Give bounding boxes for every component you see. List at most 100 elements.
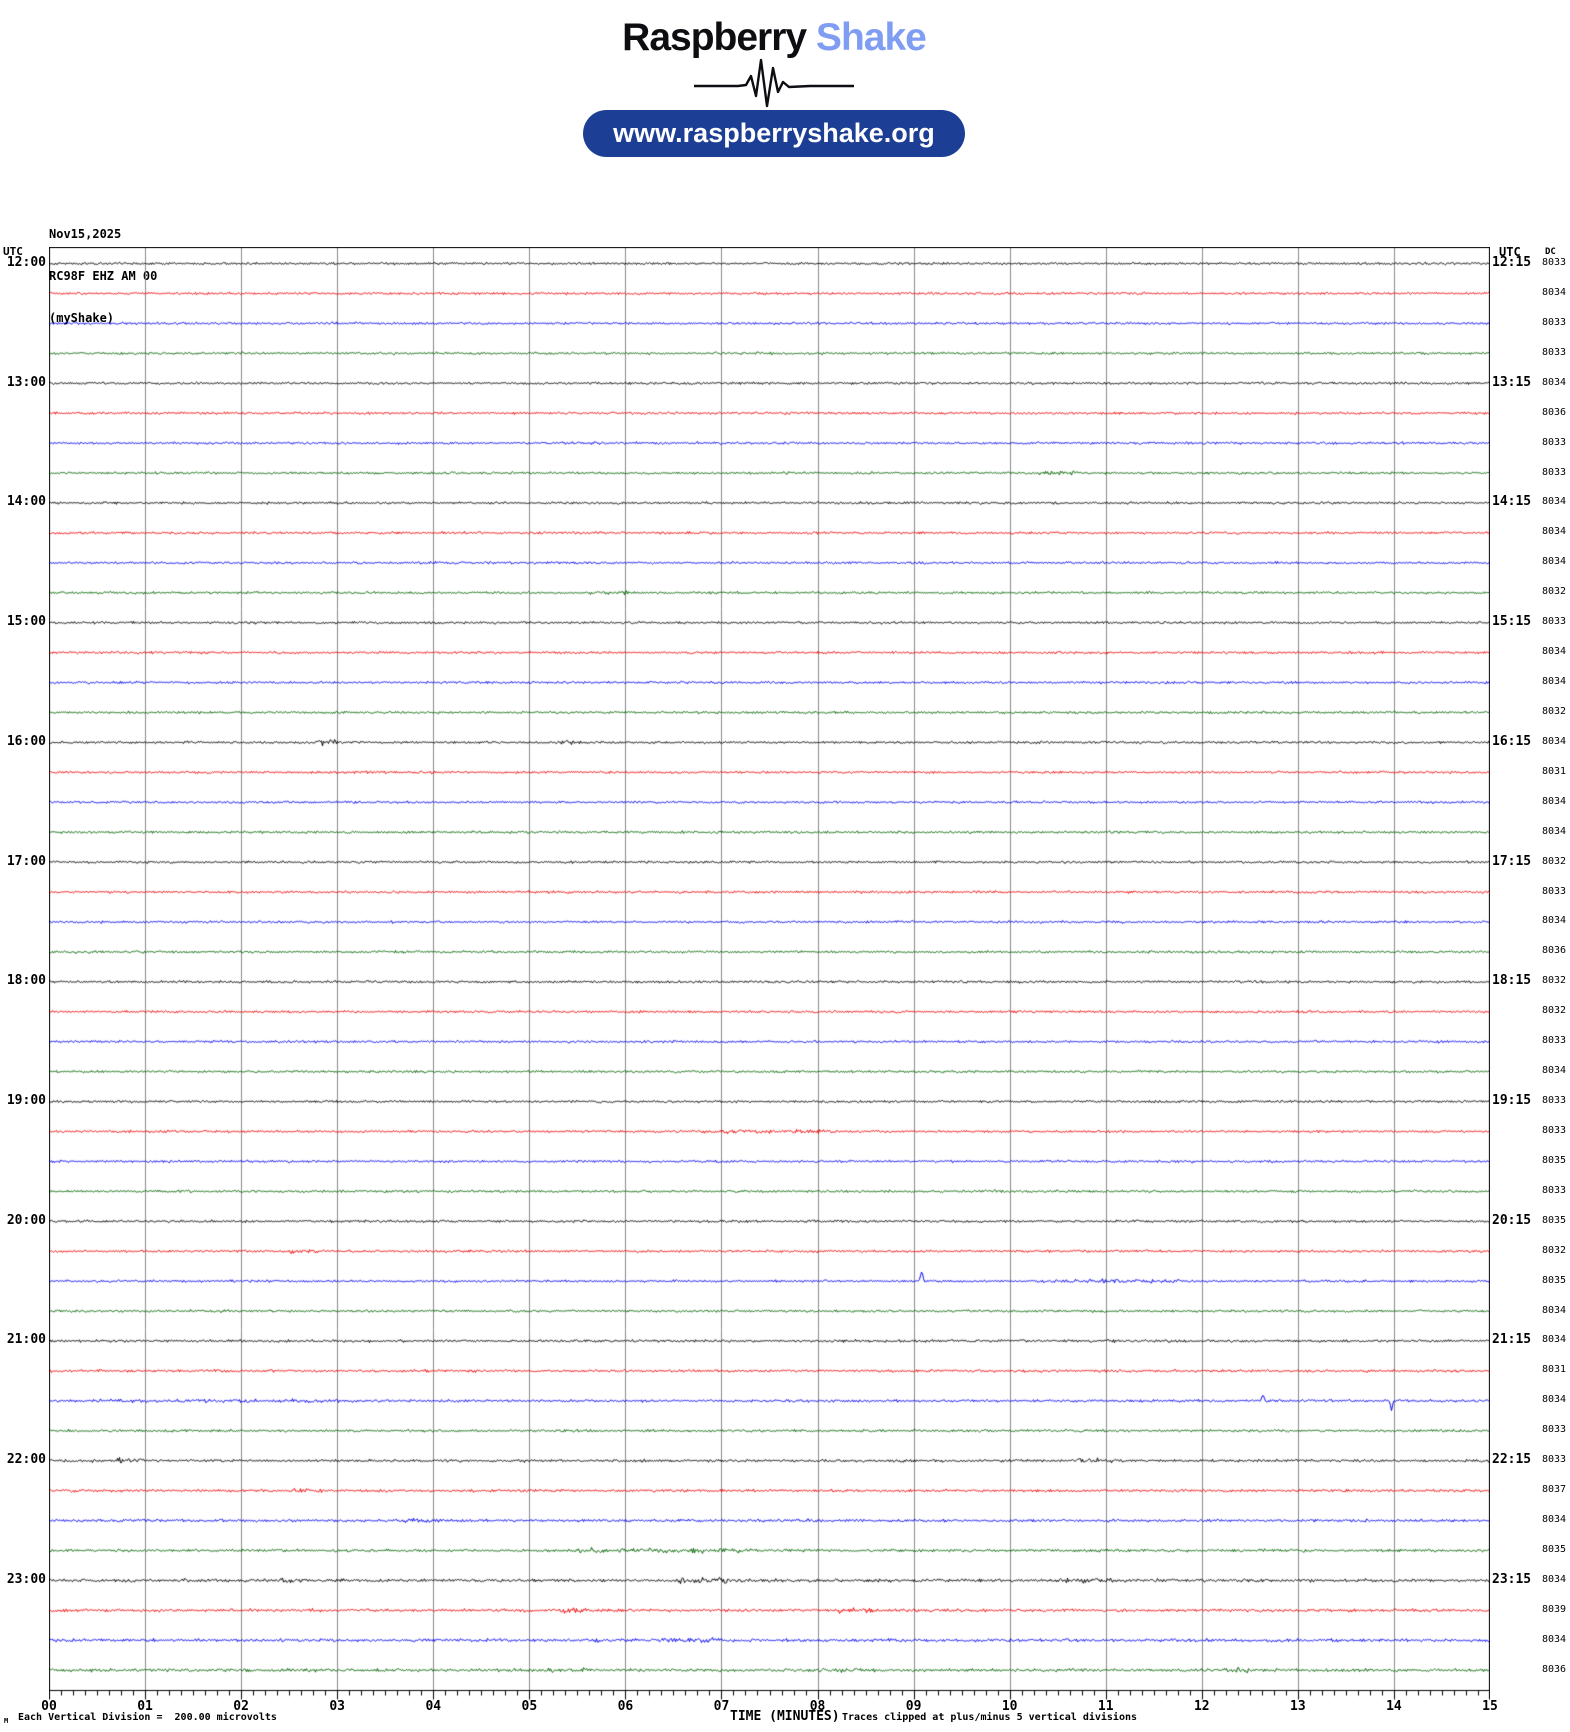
dc-value: 8034 [1542,676,1567,688]
dc-value: 8033 [1542,1424,1567,1436]
dc-value: 8034 [1542,1334,1567,1346]
dc-value: 8032 [1542,1244,1567,1256]
dc-value: 8033 [1542,1095,1567,1107]
vertical-division-note: Each Vertical Division = 200.00 microvol… [18,1712,277,1723]
dc-value: 8032 [1542,586,1567,598]
dc-value: 8033 [1542,1124,1567,1136]
dc-value: 8034 [1542,1394,1567,1406]
hour-label-right: 19:15 [1492,1093,1532,1109]
x-tick-label: 07 [713,1699,730,1714]
hour-label-left: 19:00 [6,1093,46,1109]
dc-value: 8035 [1542,1214,1567,1226]
hour-label-left: 17:00 [6,853,46,869]
station-date: Nov15,2025 [49,227,122,241]
dc-value: 8035 [1542,1543,1567,1555]
dc-value: 8037 [1542,1484,1567,1496]
dc-value: 8033 [1542,346,1567,358]
logo: Raspberry Shake [0,16,1548,60]
logo-text-shake: Shake [806,16,927,59]
dc-value: 8034 [1542,1633,1567,1645]
dc-value: 8035 [1542,1154,1567,1166]
hour-label-left: 18:00 [6,973,46,989]
dc-value: 8033 [1542,466,1567,478]
hour-label-right: 15:15 [1492,614,1532,630]
dc-value: 8033 [1542,885,1567,897]
hour-label-right: 22:15 [1492,1452,1532,1468]
dc-value: 8033 [1542,316,1567,328]
dc-value: 8032 [1542,705,1567,717]
utc-header-left: UTC [3,245,23,258]
dc-value: 8033 [1542,1454,1567,1466]
dc-value: 8034 [1542,915,1567,927]
x-tick-label: 15 [1482,1699,1498,1714]
hour-label-right: 16:15 [1492,733,1532,749]
x-tick-label: 04 [425,1699,442,1714]
dc-value: 8034 [1542,825,1567,837]
dc-value: 8039 [1542,1603,1567,1615]
hour-label-left: 23:00 [6,1571,46,1587]
dc-value: 8036 [1542,1663,1567,1675]
hour-label-left: 22:00 [6,1452,46,1468]
seismogram-waveform-icon [694,58,854,108]
clip-note: Traces clipped at plus/minus 5 vertical … [842,1712,1138,1723]
dc-value: 8034 [1542,1573,1567,1585]
dc-value: 8035 [1542,1274,1567,1286]
hour-label-right: 14:15 [1492,494,1532,510]
hour-label-right: 20:15 [1492,1212,1532,1228]
hour-label-left: 14:00 [6,494,46,510]
dc-value: 8034 [1542,1304,1567,1316]
x-tick-label: 11 [1097,1699,1114,1714]
dc-value: 8033 [1542,616,1567,628]
dc-value: 8033 [1542,1184,1567,1196]
hour-label-left: 13:00 [6,374,46,390]
dc-value: 8034 [1542,1514,1567,1526]
x-tick-label: 03 [329,1699,346,1714]
x-tick-label: 12 [1193,1699,1210,1714]
hour-label-right: 18:15 [1492,973,1532,989]
hour-label-right: 12:15 [1492,255,1532,270]
dc-value: 8031 [1542,765,1567,777]
website-link-wrap: www.raspberryshake.org [0,110,1548,157]
x-tick-label: 10 [1001,1699,1018,1714]
dc-value: 8034 [1542,376,1567,388]
x-tick-label: 05 [521,1699,538,1714]
x-axis-title: TIME (MINUTES) [730,1709,840,1724]
dc-value: 8032 [1542,975,1567,987]
dc-value: 8036 [1542,406,1567,418]
dc-value: 8033 [1542,257,1567,268]
helicorder-plot-canvas [49,247,1490,1703]
x-tick-label: 01 [137,1699,153,1714]
corner-glyph: M [4,1717,9,1725]
utc-header-right: UTC [1499,245,1521,259]
hour-label-right: 21:15 [1492,1332,1532,1348]
dc-value: 8033 [1542,1035,1567,1047]
hour-label-right: 13:15 [1492,374,1532,390]
dc-value: 8034 [1542,286,1567,298]
x-tick-label: 13 [1290,1699,1306,1714]
x-tick-label: 06 [617,1699,634,1714]
hour-label-left: 15:00 [6,614,46,630]
hour-label-left: 12:00 [6,255,46,270]
dc-value: 8032 [1542,855,1567,867]
dc-value: 8036 [1542,945,1567,957]
dc-value: 8034 [1542,496,1567,508]
website-link[interactable]: www.raspberryshake.org [583,110,965,157]
dc-value: 8034 [1542,646,1567,658]
logo-text-raspberry: Raspberry [622,16,807,59]
x-tick-label: 14 [1386,1699,1402,1714]
hour-label-right: 23:15 [1492,1571,1532,1587]
dc-value: 8034 [1542,795,1567,807]
hour-label-left: 16:00 [6,733,46,749]
dc-value: 8032 [1542,1005,1567,1017]
dc-value: 8033 [1542,436,1567,448]
dc-header: DC [1545,247,1556,257]
dc-value: 8034 [1542,556,1567,568]
hour-label-left: 21:00 [6,1332,46,1348]
dc-value: 8034 [1542,1065,1567,1077]
hour-label-right: 17:15 [1492,853,1532,869]
hour-label-left: 20:00 [6,1212,46,1228]
dc-value: 8031 [1542,1364,1567,1376]
dc-value: 8034 [1542,526,1567,538]
x-tick-label: 08 [809,1699,826,1714]
